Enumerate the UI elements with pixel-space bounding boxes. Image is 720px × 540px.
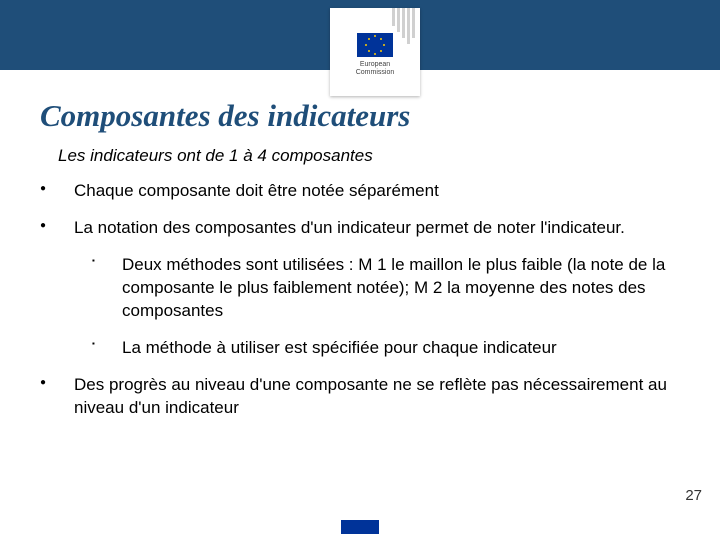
bullet-text: Chaque composante doit être notée séparé… — [74, 181, 439, 200]
sub-bullet-list: Deux méthodes sont utilisées : M 1 le ma… — [74, 254, 680, 360]
bullet-list: Chaque composante doit être notée séparé… — [40, 180, 680, 420]
logo-label: European Commission — [356, 61, 395, 76]
page-title: Composantes des indicateurs — [40, 98, 680, 134]
bullet-text: Des progrès au niveau d'une composante n… — [74, 375, 667, 417]
slide: European Commission Composantes des indi… — [0, 0, 720, 540]
list-item: Deux méthodes sont utilisées : M 1 le ma… — [74, 254, 680, 323]
eu-flag-icon — [357, 33, 393, 57]
list-item: Chaque composante doit être notée séparé… — [40, 180, 680, 203]
bullet-text: La méthode à utiliser est spécifiée pour… — [122, 338, 557, 357]
logo-building-bars — [392, 8, 415, 44]
ec-logo: European Commission — [330, 8, 420, 96]
list-item: Des progrès au niveau d'une composante n… — [40, 374, 680, 420]
logo-label-line2: Commission — [356, 69, 395, 76]
footer-eu-flag-icon — [341, 520, 379, 534]
list-item: La notation des composantes d'un indicat… — [40, 217, 680, 360]
content-area: Composantes des indicateurs Les indicate… — [0, 70, 720, 420]
logo-label-line1: European — [360, 61, 390, 68]
page-number: 27 — [685, 487, 702, 504]
bullet-text: Deux méthodes sont utilisées : M 1 le ma… — [122, 255, 665, 320]
bullet-text: La notation des composantes d'un indicat… — [74, 218, 625, 237]
header-band: European Commission — [0, 0, 720, 70]
list-item: La méthode à utiliser est spécifiée pour… — [74, 337, 680, 360]
subtitle: Les indicateurs ont de 1 à 4 composantes — [58, 146, 680, 166]
